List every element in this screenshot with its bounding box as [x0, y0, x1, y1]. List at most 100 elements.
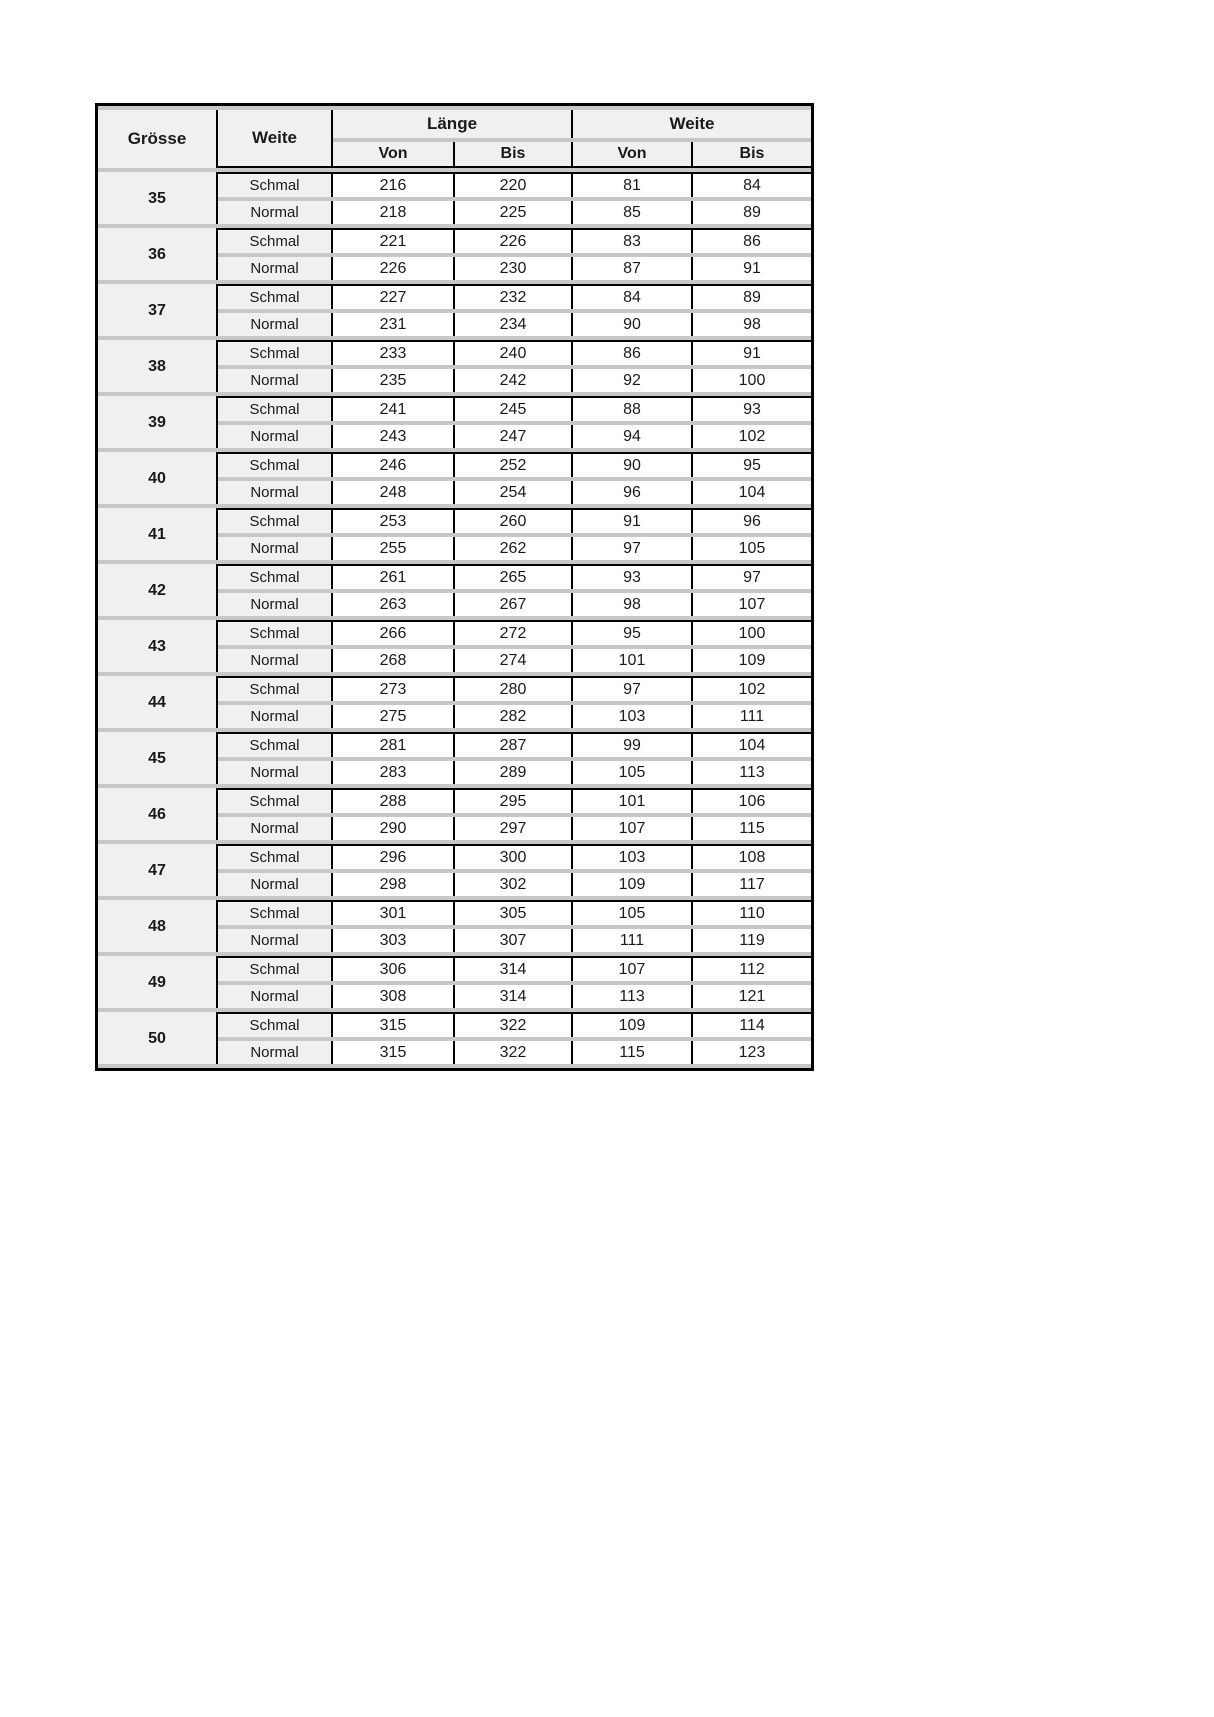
- size-table-body: 35 Schmal 216 220 81 84 Normal 218 225 85 89 36 Schm…: [98, 172, 812, 1064]
- size-cell: 43: [98, 620, 218, 672]
- variant-label-cell: Schmal: [218, 788, 333, 813]
- weite-von-cell: 96: [573, 481, 693, 504]
- laenge-bis-cell: 265: [455, 564, 573, 589]
- weite-bis-cell: 93: [693, 396, 812, 421]
- weite-bis-cell: 86: [693, 228, 812, 253]
- laenge-bis-cell: 220: [455, 172, 573, 197]
- weite-bis-cell: 96: [693, 508, 812, 533]
- weite-von-cell: 84: [573, 284, 693, 309]
- table-row: 37 Schmal 227 232 84 89: [98, 284, 812, 336]
- weite-bis-cell: 109: [693, 649, 812, 672]
- laenge-bis-cell: 300: [455, 844, 573, 869]
- laenge-von-cell: 296: [333, 844, 455, 869]
- laenge-bis-cell: 295: [455, 788, 573, 813]
- weite-von-cell: 90: [573, 452, 693, 477]
- size-cell: 35: [98, 172, 218, 224]
- laenge-von-cell: 241: [333, 396, 455, 421]
- variant-label-cell: Schmal: [218, 228, 333, 253]
- weite-von-cell: 103: [573, 844, 693, 869]
- weite-von-cell: 107: [573, 817, 693, 840]
- size-cell: 46: [98, 788, 218, 840]
- header-laenge-von: Von: [333, 142, 455, 168]
- weite-bis-cell: 113: [693, 761, 812, 784]
- variant-label-cell: Schmal: [218, 956, 333, 981]
- table-row: Normal 263 267 98 107: [98, 593, 812, 616]
- laenge-von-cell: 216: [333, 172, 455, 197]
- laenge-von-cell: 283: [333, 761, 455, 784]
- laenge-von-cell: 308: [333, 985, 455, 1008]
- weite-von-cell: 98: [573, 593, 693, 616]
- table-row: 40 Schmal 246 252 90 95: [98, 452, 812, 504]
- size-cell: 37: [98, 284, 218, 336]
- variant-label-cell: Normal: [218, 817, 333, 840]
- variant-label-cell: Schmal: [218, 564, 333, 589]
- laenge-bis-cell: 234: [455, 313, 573, 336]
- table-row: 42 Schmal 261 265 93 97: [98, 564, 812, 616]
- size-cell: 38: [98, 340, 218, 392]
- laenge-bis-cell: 280: [455, 676, 573, 701]
- header-laenge-bis: Bis: [455, 142, 573, 168]
- variant-label-cell: Normal: [218, 201, 333, 224]
- size-cell: 41: [98, 508, 218, 560]
- variant-label-cell: Schmal: [218, 732, 333, 757]
- weite-bis-cell: 107: [693, 593, 812, 616]
- laenge-bis-cell: 247: [455, 425, 573, 448]
- table-row: Normal 308 314 113 121: [98, 985, 812, 1008]
- laenge-bis-cell: 232: [455, 284, 573, 309]
- weite-von-cell: 97: [573, 537, 693, 560]
- laenge-bis-cell: 289: [455, 761, 573, 784]
- weite-von-cell: 105: [573, 900, 693, 925]
- variant-label-cell: Normal: [218, 481, 333, 504]
- weite-von-cell: 86: [573, 340, 693, 365]
- variant-label-cell: Schmal: [218, 676, 333, 701]
- laenge-von-cell: 218: [333, 201, 455, 224]
- laenge-bis-cell: 282: [455, 705, 573, 728]
- laenge-bis-cell: 242: [455, 369, 573, 392]
- laenge-bis-cell: 314: [455, 985, 573, 1008]
- laenge-bis-cell: 287: [455, 732, 573, 757]
- weite-bis-cell: 89: [693, 201, 812, 224]
- table-row: Normal 275 282 103 111: [98, 705, 812, 728]
- laenge-von-cell: 303: [333, 929, 455, 952]
- weite-von-cell: 94: [573, 425, 693, 448]
- laenge-bis-cell: 314: [455, 956, 573, 981]
- size-cell: 39: [98, 396, 218, 448]
- table-row: 46 Schmal 288 295 101 106: [98, 788, 812, 840]
- weite-bis-cell: 84: [693, 172, 812, 197]
- header-row-groups: Grösse Weite Länge Weite: [98, 110, 812, 168]
- laenge-bis-cell: 305: [455, 900, 573, 925]
- weite-bis-cell: 97: [693, 564, 812, 589]
- variant-label-cell: Schmal: [218, 844, 333, 869]
- weite-bis-cell: 102: [693, 676, 812, 701]
- weite-bis-cell: 106: [693, 788, 812, 813]
- weite-bis-cell: 123: [693, 1041, 812, 1064]
- header-row-subcolumns: Von Bis Von Bis: [98, 142, 812, 168]
- weite-bis-cell: 108: [693, 844, 812, 869]
- size-cell: 47: [98, 844, 218, 896]
- weite-von-cell: 109: [573, 1012, 693, 1037]
- size-chart-table: Grösse Weite Länge Weite Von Bis Von Bis…: [98, 106, 812, 1068]
- table-row: Normal 255 262 97 105: [98, 537, 812, 560]
- table-row: Normal 303 307 111 119: [98, 929, 812, 952]
- variant-label-cell: Normal: [218, 985, 333, 1008]
- laenge-bis-cell: 267: [455, 593, 573, 616]
- weite-von-cell: 92: [573, 369, 693, 392]
- laenge-bis-cell: 254: [455, 481, 573, 504]
- table-row: Normal 243 247 94 102: [98, 425, 812, 448]
- weite-bis-cell: 95: [693, 452, 812, 477]
- size-cell: 48: [98, 900, 218, 952]
- table-row: Normal 298 302 109 117: [98, 873, 812, 896]
- table-row: 41 Schmal 253 260 91 96: [98, 508, 812, 560]
- variant-label-cell: Schmal: [218, 452, 333, 477]
- laenge-bis-cell: 240: [455, 340, 573, 365]
- weite-von-cell: 101: [573, 649, 693, 672]
- weite-von-cell: 103: [573, 705, 693, 728]
- size-cell: 42: [98, 564, 218, 616]
- table-row: 47 Schmal 296 300 103 108: [98, 844, 812, 896]
- header-weite-group: Weite: [573, 110, 812, 138]
- laenge-von-cell: 298: [333, 873, 455, 896]
- weite-bis-cell: 105: [693, 537, 812, 560]
- laenge-bis-cell: 297: [455, 817, 573, 840]
- laenge-bis-cell: 226: [455, 228, 573, 253]
- weite-bis-cell: 121: [693, 985, 812, 1008]
